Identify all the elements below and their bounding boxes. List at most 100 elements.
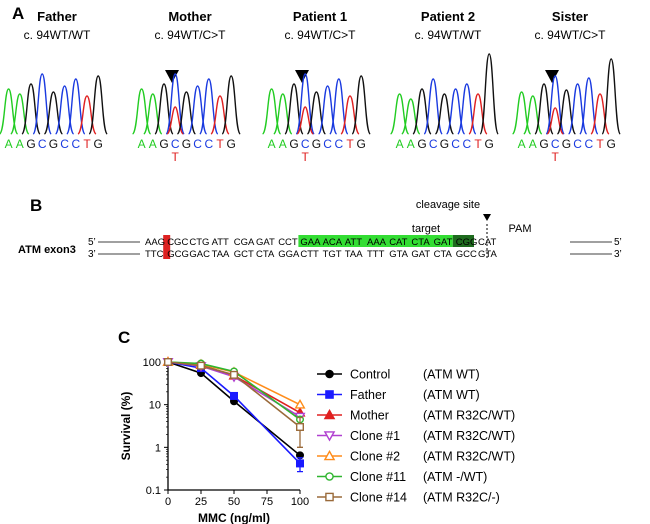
trace-peak xyxy=(295,73,315,135)
y-axis-label: Survival (%) xyxy=(119,392,133,461)
base-call: A xyxy=(279,137,287,151)
base-call: G xyxy=(562,137,571,151)
x-tick-label: 75 xyxy=(261,496,273,508)
codon-top: GAA xyxy=(300,237,321,248)
chromatogram-trace: A A G C G C C T GT xyxy=(132,70,241,164)
sample-name: Patient 2 xyxy=(420,9,476,24)
legend-marker xyxy=(325,369,334,379)
legend-genotype: (ATM R32C/WT) xyxy=(423,450,515,464)
pam-label: PAM xyxy=(508,223,531,235)
series-line xyxy=(167,361,301,428)
x-tick-label: 50 xyxy=(228,496,240,508)
strand-end-label: 5’ xyxy=(614,237,622,248)
x-tick-label: 25 xyxy=(195,496,207,508)
data-point xyxy=(164,358,173,367)
base-call: C xyxy=(334,137,343,151)
base-call: G xyxy=(485,137,494,151)
legend-marker xyxy=(325,492,334,502)
trace-peak xyxy=(351,75,371,135)
legend-marker xyxy=(325,390,334,399)
data-point xyxy=(294,398,306,409)
trace-peak xyxy=(390,93,410,135)
base-call: T xyxy=(346,137,354,151)
trace-peak xyxy=(423,78,443,135)
pam-highlight xyxy=(452,235,474,247)
target-highlight xyxy=(298,235,453,247)
legend-genotype: (ATM -/WT) xyxy=(423,470,487,484)
codon-bottom: GTA xyxy=(478,249,497,260)
base-call: C xyxy=(301,137,310,151)
trace-peak xyxy=(512,91,532,135)
base-call: C xyxy=(204,137,213,151)
legend-marker xyxy=(323,408,336,420)
trace-peak xyxy=(221,75,241,135)
codon-bottom: TGT xyxy=(323,249,342,260)
codon-bottom: GGA xyxy=(278,249,300,260)
series-line xyxy=(167,361,301,456)
base-call: G xyxy=(26,137,35,151)
codon-bottom: TAA xyxy=(345,249,363,260)
codon-top: ACA xyxy=(323,237,343,248)
base-call: G xyxy=(312,137,321,151)
trace-peak xyxy=(32,73,52,135)
strand-end-label: 5’ xyxy=(88,237,96,248)
base-call: A xyxy=(16,137,24,151)
base-call: G xyxy=(159,137,168,151)
trace-peak xyxy=(132,88,152,135)
base-call: G xyxy=(289,137,298,151)
variant-base: T xyxy=(172,150,180,164)
data-point xyxy=(196,361,205,370)
base-call: G xyxy=(539,137,548,151)
panel-label-b: B xyxy=(30,196,43,215)
legend-series-name: Clone #11 xyxy=(350,470,406,484)
codon-bottom: CTA xyxy=(256,249,275,260)
x-tick-label: 100 xyxy=(291,496,309,508)
sample-genotype: c. 94WT/WT xyxy=(414,28,482,42)
base-call: C xyxy=(462,137,471,151)
y-tick-label: 1 xyxy=(155,442,161,454)
chromatogram-trace: A A G C G C C T GT xyxy=(512,58,621,164)
legend-genotype: (ATM WT) xyxy=(423,388,480,402)
trace-peak xyxy=(590,93,610,135)
base-call: C xyxy=(60,137,69,151)
codon-top: ATT xyxy=(345,237,362,248)
base-call: A xyxy=(149,137,157,151)
strand-end-label: 3’ xyxy=(88,249,96,260)
base-call: C xyxy=(323,137,332,151)
trace-peak xyxy=(199,78,219,135)
trace-peak xyxy=(165,73,185,135)
codon-bottom: GCG xyxy=(167,249,189,260)
base-call: C xyxy=(429,137,438,151)
sample-name: Mother xyxy=(168,9,212,24)
legend-series-name: Father xyxy=(350,388,386,402)
base-call: G xyxy=(182,137,191,151)
base-call: T xyxy=(596,137,604,151)
codon-top: AAA xyxy=(367,237,387,248)
chromatogram-trace: A A G C G C C T GT xyxy=(262,70,371,164)
mutation-highlight xyxy=(163,235,171,259)
base-call: A xyxy=(138,137,146,151)
codon-bottom: TTC xyxy=(145,249,164,260)
legend-genotype: (ATM R32C/WT) xyxy=(423,409,515,423)
trace-peak xyxy=(457,83,477,135)
base-call: A xyxy=(518,137,526,151)
codon-top: CGA xyxy=(234,237,255,248)
legend-marker xyxy=(323,431,336,442)
legend-marker xyxy=(323,449,336,461)
base-call: T xyxy=(474,137,482,151)
codon-bottom: GAC xyxy=(189,249,210,260)
trace-peak xyxy=(340,95,360,135)
sample-name: Patient 1 xyxy=(292,9,348,24)
panel-label-a: A xyxy=(12,4,25,23)
base-call: A xyxy=(396,137,404,151)
y-tick-label: 10 xyxy=(149,400,161,412)
sample-name: Father xyxy=(37,9,77,24)
x-axis-label: MMC (ng/ml) xyxy=(198,511,270,524)
base-call: C xyxy=(171,137,180,151)
data-point xyxy=(295,459,304,468)
trace-peak xyxy=(523,95,543,135)
legend-series-name: Clone #14 xyxy=(350,491,407,505)
base-call: G xyxy=(94,137,103,151)
